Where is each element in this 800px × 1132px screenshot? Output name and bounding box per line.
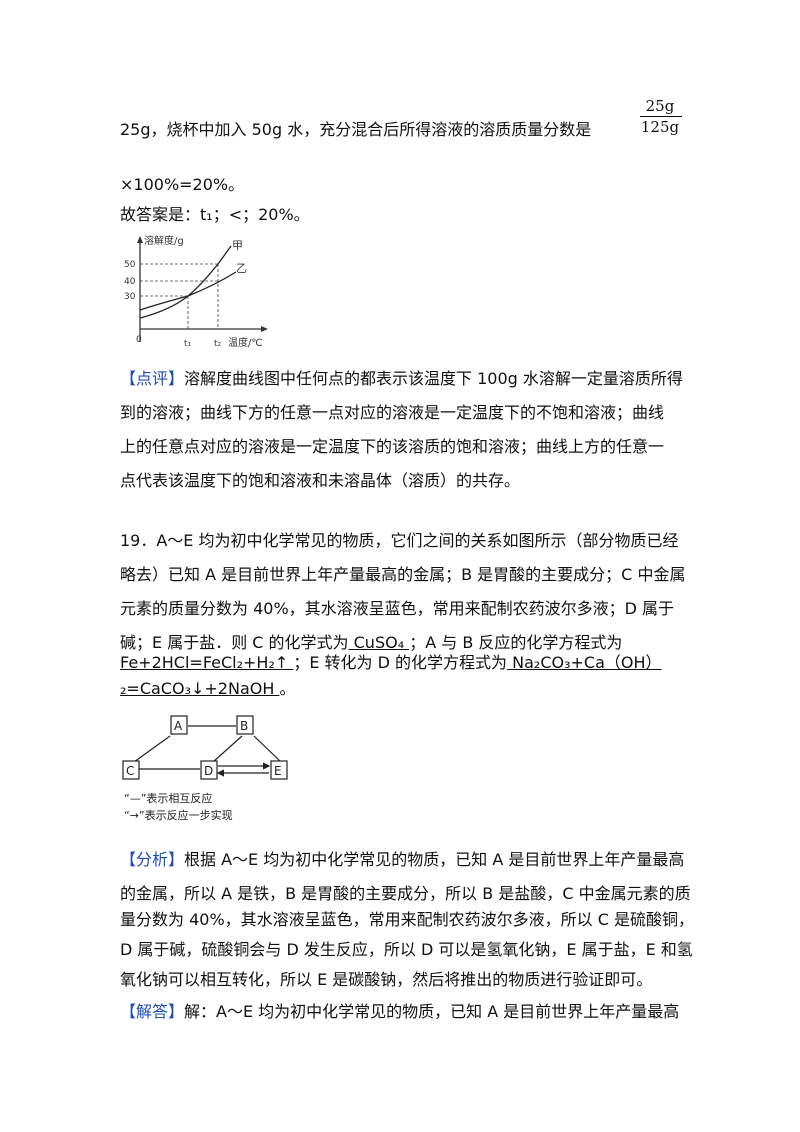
answer-line: 故答案是：t₁；<；20%。 (120, 205, 310, 224)
node-b: B (240, 719, 248, 733)
node-e-box (270, 760, 288, 780)
text-line: ×100%=20%。 (120, 175, 245, 194)
review-line-2: 到的溶液；曲线下方的任意一点对应的溶液是一定温度下的不饱和溶液；曲线 (120, 403, 665, 422)
review-line-3: 上的任意点对应的溶液是一定温度下的该溶质的饱和溶液；曲线上方的任意一 (120, 437, 665, 456)
node-e: E (274, 764, 282, 778)
fraction-bar (640, 116, 682, 117)
solution-tag: 【解答】 (120, 1002, 185, 1021)
analysis-line-1: 【分析】根据 A～E 均为初中化学常见的物质，已知 A 是目前世界上年产量最高 (120, 850, 685, 869)
y-tick-30: 30 (124, 292, 136, 302)
node-c-box (122, 760, 140, 780)
x-tick-0: 0 (136, 335, 142, 345)
answer-e-d-equation-part2: ₂=CaCO₃↓+2NaOH (120, 679, 280, 698)
series-name-yi: 乙 (236, 262, 247, 275)
node-c: C (126, 764, 134, 778)
y-tick-40: 40 (124, 277, 136, 287)
series-name-jia: 甲 (232, 239, 243, 252)
q19-line-6: ₂=CaCO₃↓+2NaOH 。 (120, 679, 296, 698)
q19-line-2: 略去）已知 A 是目前世界上年产量最高的金属；B 是胃酸的主要成分；C 中金属 (120, 565, 686, 584)
node-d-box (200, 760, 218, 780)
x-tick-t1: t₁ (184, 339, 192, 349)
analysis-tag: 【分析】 (120, 850, 185, 869)
legend-react: “—”表示相互反应 (124, 791, 212, 805)
x-tick-t2: t₂ (214, 339, 222, 349)
series-jia-curve (139, 245, 232, 319)
y-axis-arrow (137, 236, 143, 243)
analysis-line-4: D 属于碱，硫酸铜会与 D 发生反应，所以 D 可以是氢氧化钠，E 属于盐，E … (120, 940, 693, 959)
solubility-chart: 溶解度/g 甲 乙 50 40 30 0 t₁ t₂ 温度/℃ (124, 234, 268, 349)
x-axis-label: 温度/℃ (228, 336, 263, 349)
text-line: 25g，烧杯中加入 50g 水，充分混合后所得溶液的溶质质量分数是 (120, 120, 592, 139)
analysis-line-2: 的金属，所以 A 是铁，B 是胃酸的主要成分，所以 B 是盐酸，C 中金属元素的… (120, 884, 691, 903)
y-axis-label: 溶解度/g (144, 234, 184, 247)
relation-diagram: A B C D E “—”表示相互反应 “→”表示反应一步实现 (122, 715, 288, 822)
series-yi-curve (139, 271, 237, 311)
review-line-4: 点代表该温度下的饱和溶液和未溶晶体（溶质）的共存。 (120, 471, 521, 490)
y-tick-50: 50 (124, 260, 136, 270)
node-a: A (174, 719, 183, 733)
solution-line-1: 【解答】解：A～E 均为初中化学常见的物质，已知 A 是目前世界上年产量最高 (120, 1002, 680, 1021)
analysis-line-5: 氧化钠可以相互转化，所以 E 是碳酸钠，然后将推出的物质进行验证即可。 (120, 970, 653, 989)
q19-line-3: 元素的质量分数为 40%，其水溶液呈蓝色，常用来配制农药波尔多液；D 属于 (120, 599, 675, 618)
q19-line-1: 19．A～E 均为初中化学常见的物质，它们之间的关系如图所示（部分物质已经 (120, 531, 679, 550)
node-a-box (170, 715, 188, 735)
answer-a-b-equation: Fe+2HCl=FeCl₂+H₂↑ (120, 653, 294, 672)
node-b-box (236, 715, 254, 735)
legend-convert: “→”表示反应一步实现 (124, 808, 233, 822)
review-tag: 【点评】 (120, 369, 185, 388)
answer-e-d-equation-part1: Na₂CO₃+Ca（OH） (507, 653, 662, 672)
analysis-line-3: 量分数为 40%，其水溶液呈蓝色，常用来配制农药波尔多液，所以 C 是硫酸铜， (120, 910, 694, 929)
answer-c-formula: CuSO₄ (348, 633, 410, 652)
x-axis-arrow (261, 326, 268, 332)
fraction-denominator: 125g (640, 118, 680, 136)
q19-line-5: Fe+2HCl=FeCl₂+H₂↑ ；E 转化为 D 的化学方程式为 Na₂CO… (120, 653, 662, 672)
fraction: 25g 125g (640, 97, 682, 136)
node-d: D (204, 764, 213, 778)
review-line-1: 【点评】溶解度曲线图中任何点的都表示该温度下 100g 水溶解一定量溶质所得 (120, 369, 683, 388)
q19-line-4: 碱；E 属于盐．则 C 的化学式为 CuSO₄ ；A 与 B 反应的化学方程式为 (120, 633, 623, 652)
fraction-numerator: 25g (645, 97, 675, 115)
